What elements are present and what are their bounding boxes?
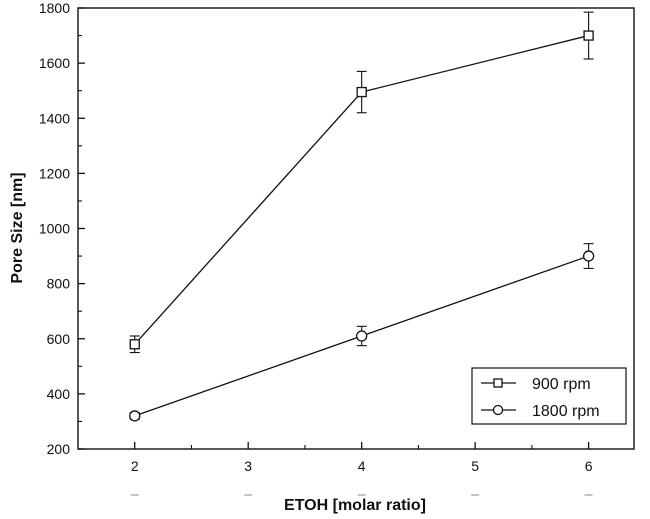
series-0-point-4 — [356, 86, 367, 98]
y-tick-label-200: 200 — [47, 441, 71, 457]
x-tick-label-4: 4 — [358, 458, 366, 474]
y-tick-label-1000: 1000 — [39, 221, 70, 237]
y-tick-label-600: 600 — [47, 331, 71, 347]
x-tick-label-2: 2 — [131, 458, 139, 474]
y-tick-label-1400: 1400 — [39, 110, 70, 126]
x-tick-label-3: 3 — [244, 458, 252, 474]
series-1-point-2 — [129, 410, 141, 422]
legend: 900 rpm 1800 rpm — [471, 367, 627, 425]
y-tick-label-1600: 1600 — [39, 55, 70, 71]
legend-marker-1800rpm — [492, 404, 504, 416]
y-tick-label-1800: 1800 — [39, 0, 70, 16]
series-0-point-2 — [129, 339, 140, 350]
legend-label-1800rpm: 1800 rpm — [532, 403, 600, 420]
series-0-point-6 — [583, 30, 594, 41]
series-1-point-4 — [356, 330, 368, 342]
y-axis-title: Pore Size [nm] — [9, 172, 26, 283]
x-axis-title: ETOH [molar ratio] — [284, 497, 426, 514]
y-tick-label-400: 400 — [47, 386, 71, 402]
legend-marker-900rpm — [493, 378, 503, 388]
legend-label-900rpm: 900 rpm — [532, 376, 591, 393]
x-tick-label-6: 6 — [585, 458, 593, 474]
y-tick-label-1200: 1200 — [39, 165, 70, 181]
series-1-point-6 — [582, 250, 595, 262]
x-tick-label-5: 5 — [471, 458, 479, 474]
y-tick-label-800: 800 — [47, 276, 71, 292]
